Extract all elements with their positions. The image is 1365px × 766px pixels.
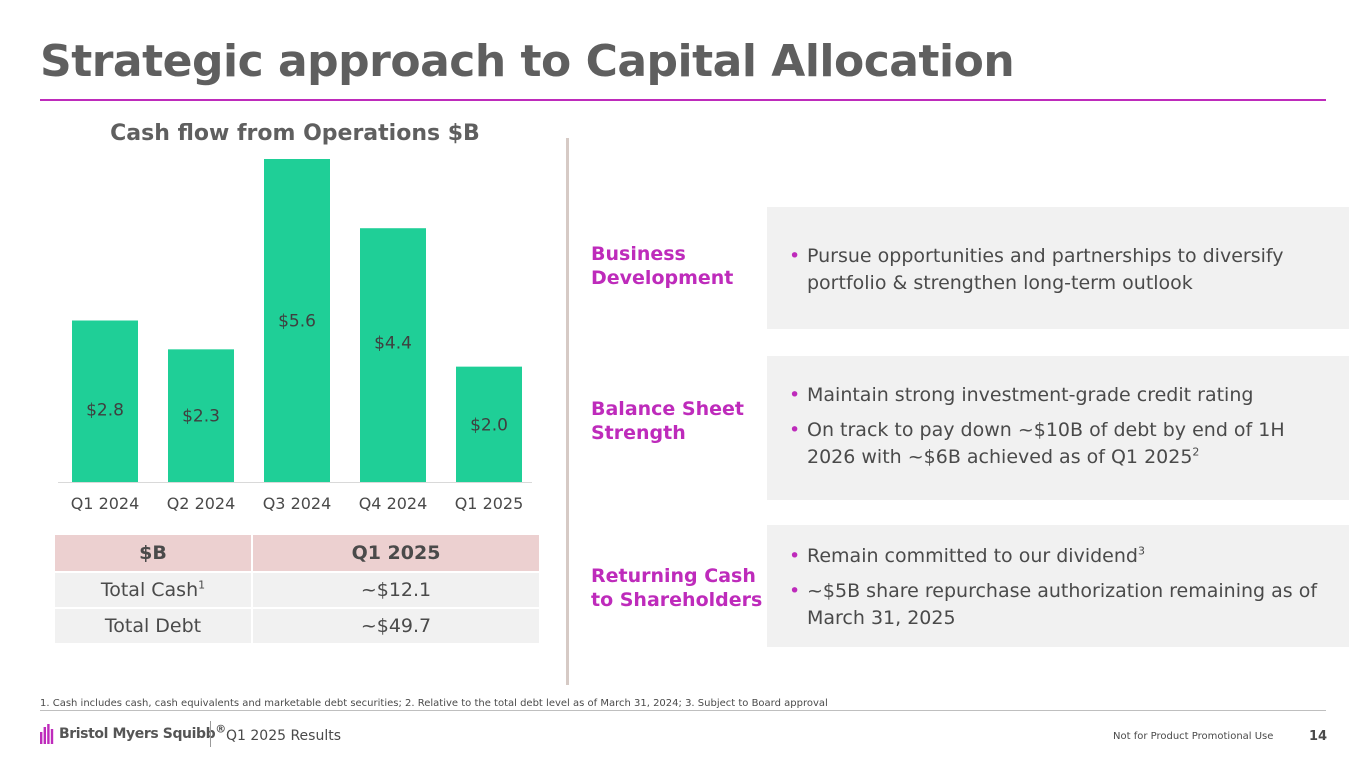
footer-rule xyxy=(40,710,1326,711)
bms-logo-icon xyxy=(40,724,54,744)
cash-flow-bar-chart: $2.8 Q1 2024 $2.3 Q2 2024 $5.6 Q3 2024 $4.4 Q4 … xyxy=(58,159,532,513)
results-label: Q1 2025 Results xyxy=(226,728,342,744)
footnote-ref: 1 xyxy=(198,578,206,592)
company-logo: Bristol Myers Squibb® xyxy=(40,723,226,744)
total-debt-label: Total Debt xyxy=(104,615,202,637)
table-row: Total Debt ~$49.7 xyxy=(55,609,539,643)
logo-wordmark: Bristol Myers Squibb® xyxy=(59,723,226,742)
page-title: Strategic approach to Capital Allocation xyxy=(40,36,1015,87)
balance-sheet-panel: Maintain strong investment-grade credit … xyxy=(767,356,1349,500)
total-cash-label: Total Cash xyxy=(100,579,199,601)
x-tick-label: Q1 2025 xyxy=(455,494,524,513)
x-tick-label: Q1 2024 xyxy=(71,494,140,513)
bar-value-label: $4.4 xyxy=(374,333,412,353)
table-row: Total Cash1 ~$12.1 xyxy=(55,573,539,607)
bar-q4-2024 xyxy=(360,228,426,482)
list-item: Pursue opportunities and partnerships to… xyxy=(779,243,1319,297)
page-number: 14 xyxy=(1309,729,1328,744)
bar-q1-2024 xyxy=(72,320,138,482)
list-item: On track to pay down ~$10B of debt by en… xyxy=(779,417,1309,471)
list-item: Remain committed to our dividend3 xyxy=(779,543,1319,570)
business-development-panel: Pursue opportunities and partnerships to… xyxy=(767,207,1349,329)
table-header-unit: $B xyxy=(55,535,253,571)
bar-value-label: $5.6 xyxy=(278,312,316,332)
x-tick-label: Q2 2024 xyxy=(167,494,236,513)
x-tick-label: Q4 2024 xyxy=(359,494,428,513)
bullet-text: Maintain strong investment-grade credit … xyxy=(807,384,1254,406)
bullet-text: Remain committed to our dividend xyxy=(807,545,1138,567)
chart-title: Cash flow from Operations $B xyxy=(110,121,480,146)
bar-q3-2024 xyxy=(264,159,330,482)
table-row-value: ~$12.1 xyxy=(253,573,539,607)
x-tick-label: Q3 2024 xyxy=(263,494,332,513)
table-row-value: ~$49.7 xyxy=(253,609,539,643)
bar-q2-2024 xyxy=(168,349,234,482)
table-row-label: Total Cash1 xyxy=(55,573,253,607)
footnote-ref: 2 xyxy=(1192,445,1200,459)
registered-mark: ® xyxy=(215,722,226,736)
footnote: 1. Cash includes cash, cash equivalents … xyxy=(40,698,828,709)
table-row-label: Total Debt xyxy=(55,609,253,643)
business-development-label: Business Development xyxy=(591,243,734,289)
title-underline xyxy=(40,99,1326,101)
bullet-text: Pursue opportunities and partnerships to… xyxy=(807,245,1284,294)
logo-separator xyxy=(210,721,211,747)
returning-cash-label: Returning Cash to Shareholders xyxy=(591,565,763,611)
balance-sheet-label: Balance Sheet Strength xyxy=(591,398,744,444)
bullet-text: ~$5B share repurchase authorization rema… xyxy=(807,580,1318,629)
bar-value-label: $2.8 xyxy=(86,400,124,420)
promo-notice: Not for Product Promotional Use xyxy=(1113,731,1274,742)
cash-debt-table: $B Q1 2025 Total Cash1 ~$12.1 Total Debt… xyxy=(55,533,539,645)
bullet-text: On track to pay down ~$10B of debt by en… xyxy=(807,419,1285,468)
table-header-row: $B Q1 2025 xyxy=(55,535,539,571)
list-item: Maintain strong investment-grade credit … xyxy=(779,382,1309,409)
bar-value-label: $2.0 xyxy=(470,415,508,435)
bar-q1-2025 xyxy=(456,366,522,482)
returning-cash-panel: Remain committed to our dividend3 ~$5B s… xyxy=(767,525,1349,647)
footnote-ref: 3 xyxy=(1137,544,1145,558)
list-item: ~$5B share repurchase authorization rema… xyxy=(779,578,1319,632)
table-header-period: Q1 2025 xyxy=(253,535,539,571)
logo-text: Bristol Myers Squibb xyxy=(59,726,216,742)
vertical-divider xyxy=(566,138,569,685)
bar-value-label: $2.3 xyxy=(182,407,220,427)
